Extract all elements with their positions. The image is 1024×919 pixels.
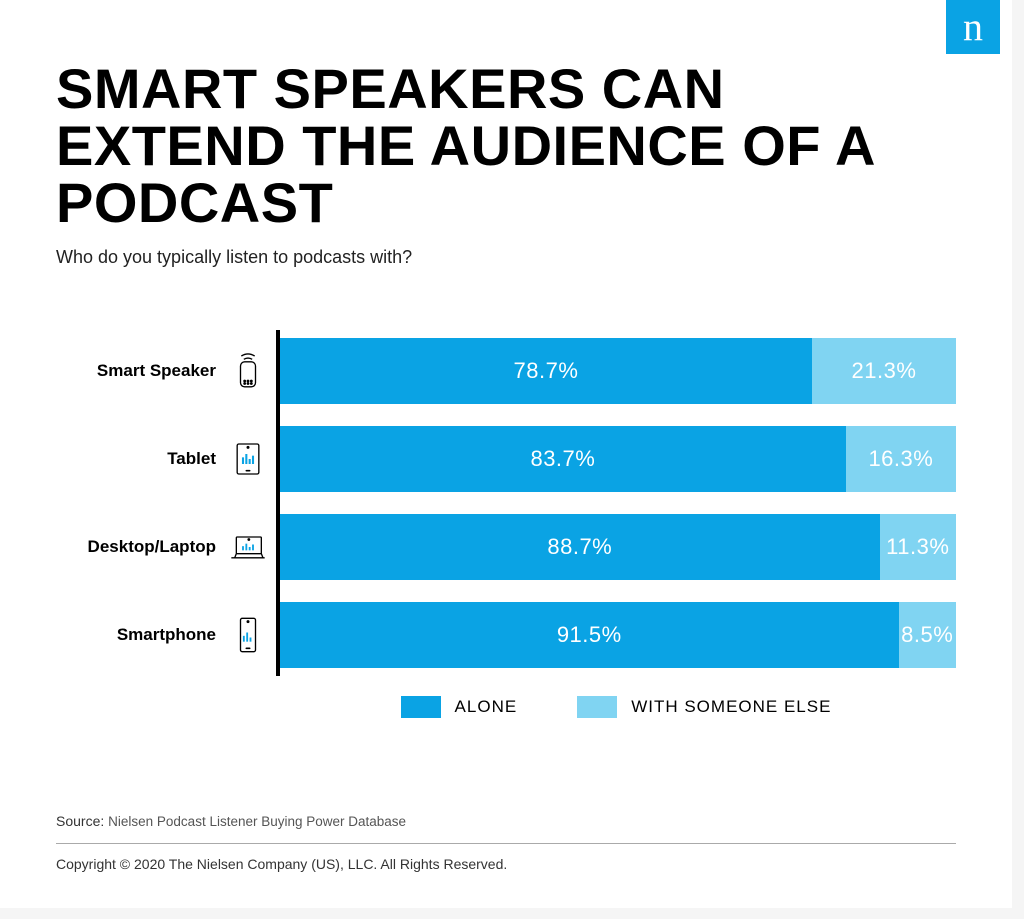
bar-segment-alone: 91.5% [280, 602, 899, 668]
bar-value: 21.3% [852, 358, 917, 384]
source-value: Nielsen Podcast Listener Buying Power Da… [108, 814, 406, 829]
chart-legend: ALONE WITH SOMEONE ELSE [276, 696, 956, 718]
legend-item: ALONE [401, 696, 518, 718]
chart-bar: 83.7% 16.3% [280, 426, 956, 492]
bar-value: 88.7% [547, 534, 612, 560]
bar-value: 78.7% [514, 358, 579, 384]
chart-bar: 91.5% 8.5% [280, 602, 956, 668]
legend-swatch [577, 696, 617, 718]
chart-row-label: Tablet [56, 449, 216, 469]
chart-row: Tablet 83.7%16.3% [276, 426, 956, 492]
bar-segment-alone: 88.7% [280, 514, 880, 580]
smart-speaker-icon [224, 351, 272, 391]
chart-row-label: Smart Speaker [56, 361, 216, 381]
chart-row-label: Smartphone [56, 625, 216, 645]
footer-divider [56, 843, 956, 844]
bar-value: 83.7% [530, 446, 595, 472]
brand-logo: n [946, 0, 1000, 54]
footer: Source: Nielsen Podcast Listener Buying … [56, 813, 956, 872]
bar-segment-with: 21.3% [812, 338, 956, 404]
copyright: Copyright © 2020 The Nielsen Company (US… [56, 856, 956, 872]
source-line: Source: Nielsen Podcast Listener Buying … [56, 813, 956, 829]
page-subtitle: Who do you typically listen to podcasts … [56, 247, 956, 268]
tablet-icon [224, 439, 272, 479]
chart-y-axis [276, 330, 280, 676]
bar-segment-alone: 78.7% [280, 338, 812, 404]
bar-segment-with: 16.3% [846, 426, 956, 492]
brand-logo-letter: n [963, 7, 983, 47]
bar-value: 8.5% [901, 622, 953, 648]
legend-item: WITH SOMEONE ELSE [577, 696, 831, 718]
chart-row: Desktop/Laptop 88.7%11.3% [276, 514, 956, 580]
legend-label: WITH SOMEONE ELSE [631, 697, 831, 717]
bar-segment-alone: 83.7% [280, 426, 846, 492]
bar-chart: Smart Speaker 78.7% 21.3% Tablet 83.7% 16.3… [56, 338, 956, 668]
bar-value: 16.3% [868, 446, 933, 472]
bar-value: 11.3% [886, 534, 949, 560]
smartphone-icon [224, 615, 272, 655]
chart-row: Smart Speaker 78.7%21.3% [276, 338, 956, 404]
desktop-laptop-icon [224, 527, 272, 567]
chart-row: Smartphone 91.5%8.5% [276, 602, 956, 668]
chart-bar: 88.7% 11.3% [280, 514, 956, 580]
legend-label: ALONE [455, 697, 518, 717]
chart-row-label: Desktop/Laptop [56, 537, 216, 557]
bar-segment-with: 8.5% [899, 602, 956, 668]
bar-segment-with: 11.3% [880, 514, 956, 580]
bar-value: 91.5% [557, 622, 622, 648]
legend-swatch [401, 696, 441, 718]
page-title: SMART SPEAKERS CAN EXTEND THE AUDIENCE O… [56, 60, 956, 231]
infographic-page: n SMART SPEAKERS CAN EXTEND THE AUDIENCE… [0, 0, 1012, 908]
source-label: Source: [56, 813, 104, 829]
chart-bar: 78.7% 21.3% [280, 338, 956, 404]
